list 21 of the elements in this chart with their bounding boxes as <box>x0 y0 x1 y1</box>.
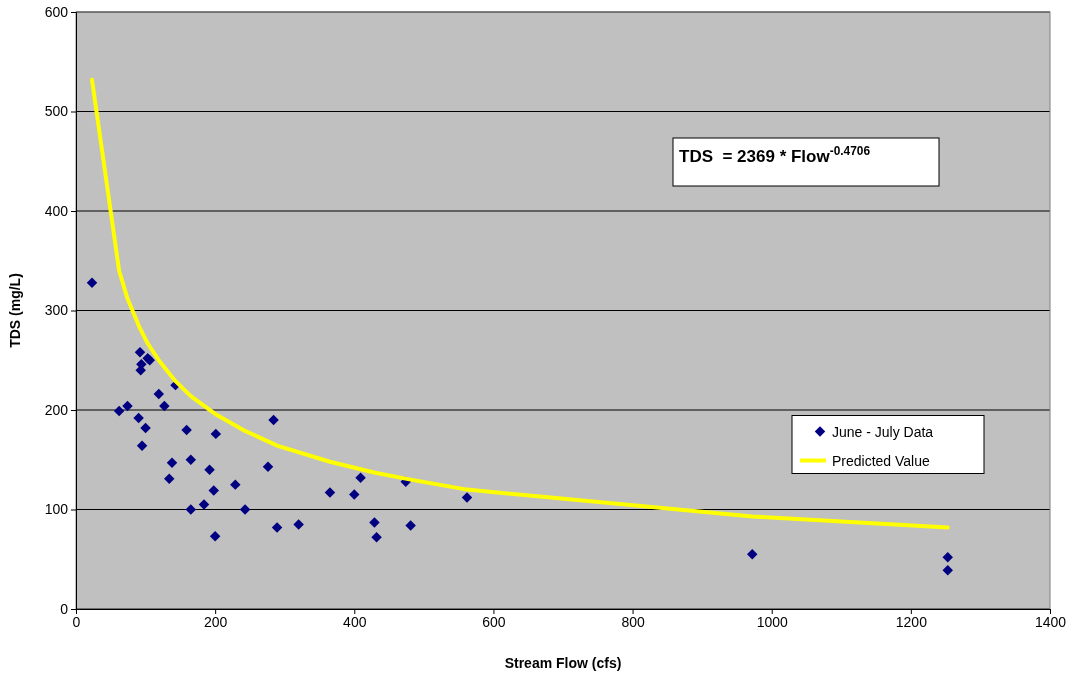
y-tick-label: 600 <box>44 3 69 20</box>
x-tick-label: 400 <box>343 613 367 630</box>
y-tick-label: 300 <box>44 302 69 319</box>
y-tick-label: 500 <box>44 103 69 120</box>
x-tick-label: 1000 <box>756 613 788 630</box>
y-tick-label: 0 <box>60 600 69 617</box>
legend-label: June - July Data <box>832 423 934 440</box>
x-axis-title: Stream Flow (cfs) <box>504 655 622 671</box>
y-tick-label: 400 <box>44 202 69 219</box>
equation-box: TDS = 2369 * Flow$^{-0.4706}$ <box>672 137 940 187</box>
x-tick-label: 200 <box>203 613 228 630</box>
x-tick-label: 600 <box>482 613 506 630</box>
x-tick-label: 1400 <box>1034 613 1067 630</box>
x-tick-label: 1200 <box>895 613 928 630</box>
annotation: TDS = 2369 * Flow$^{-0.4706}$ <box>679 144 871 166</box>
x-tick-label: 0 <box>72 613 81 630</box>
legend-label: Predicted Value <box>832 452 931 469</box>
y-axis-title: TDS (mg/L) <box>7 273 23 348</box>
y-tick-label: 100 <box>44 501 69 518</box>
y-tick-label: 200 <box>44 401 69 418</box>
x-tick-label: 800 <box>621 613 645 630</box>
